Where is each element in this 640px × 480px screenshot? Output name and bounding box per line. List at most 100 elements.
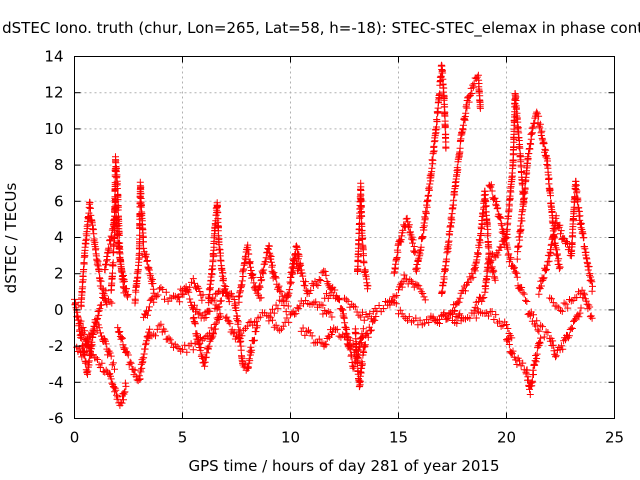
data-point bbox=[396, 237, 404, 245]
data-point bbox=[368, 326, 375, 334]
data-point bbox=[99, 368, 107, 375]
data-point bbox=[443, 255, 451, 263]
data-point bbox=[447, 223, 455, 231]
data-point bbox=[183, 348, 191, 356]
data-point bbox=[335, 332, 343, 340]
data-point bbox=[115, 231, 123, 239]
data-point bbox=[247, 263, 254, 271]
y-tick-label: 2 bbox=[54, 265, 64, 283]
x-tick-label: 10 bbox=[281, 429, 300, 447]
data-point bbox=[492, 311, 500, 319]
data-point bbox=[168, 339, 176, 347]
data-point bbox=[508, 172, 516, 180]
data-point bbox=[568, 250, 576, 257]
data-point bbox=[571, 316, 578, 324]
data-point bbox=[398, 232, 406, 240]
data-point bbox=[416, 316, 424, 324]
data-point bbox=[541, 145, 549, 153]
data-point bbox=[336, 296, 343, 304]
data-point bbox=[295, 252, 303, 260]
data-point bbox=[238, 277, 246, 285]
x-tick-label: 20 bbox=[497, 429, 516, 447]
data-point bbox=[190, 279, 198, 287]
data-point bbox=[475, 244, 483, 252]
data-point bbox=[360, 316, 368, 324]
data-point bbox=[270, 309, 278, 317]
data-point bbox=[536, 120, 544, 128]
data-point bbox=[463, 104, 471, 112]
data-point bbox=[568, 325, 576, 332]
data-point bbox=[368, 315, 375, 323]
data-point bbox=[419, 233, 427, 241]
data-point bbox=[193, 305, 201, 313]
data-point bbox=[493, 198, 501, 205]
data-point bbox=[173, 343, 181, 351]
y-tick-label: 12 bbox=[44, 84, 63, 102]
data-point bbox=[100, 290, 108, 298]
data-point bbox=[556, 221, 564, 229]
data-point bbox=[265, 317, 273, 325]
data-point bbox=[234, 334, 242, 341]
data-point bbox=[207, 276, 215, 284]
data-point bbox=[576, 309, 584, 317]
data-point bbox=[98, 284, 106, 292]
data-point bbox=[533, 350, 541, 358]
data-point bbox=[410, 247, 418, 255]
data-point bbox=[539, 275, 547, 283]
data-point bbox=[221, 286, 229, 294]
data-point bbox=[518, 284, 526, 291]
data-point bbox=[530, 311, 537, 319]
data-point bbox=[335, 295, 342, 303]
data-point bbox=[98, 301, 105, 309]
data-point bbox=[322, 271, 330, 279]
data-point bbox=[191, 301, 198, 309]
data-point bbox=[256, 313, 264, 321]
data-point bbox=[119, 276, 127, 284]
data-point bbox=[483, 272, 491, 280]
data-point bbox=[508, 334, 516, 342]
data-point bbox=[118, 334, 126, 342]
data-point bbox=[396, 306, 404, 314]
data-point bbox=[485, 312, 492, 320]
data-point bbox=[257, 294, 265, 302]
data-point bbox=[287, 278, 295, 286]
data-point bbox=[219, 269, 227, 277]
data-point bbox=[392, 300, 400, 308]
data-point bbox=[456, 310, 464, 318]
data-point bbox=[580, 234, 588, 242]
data-point bbox=[193, 332, 201, 340]
data-point bbox=[209, 265, 217, 273]
data-point bbox=[445, 237, 453, 245]
data-point bbox=[451, 191, 459, 199]
data-point bbox=[217, 249, 224, 257]
data-point bbox=[326, 309, 334, 317]
data-point bbox=[111, 388, 119, 396]
data-point bbox=[557, 306, 564, 314]
axis-ticks: 0 5 10 15 20 25 -6 -4 -2 0 2 4 6 8 10 12 14 bbox=[44, 48, 624, 447]
data-point bbox=[301, 331, 309, 339]
data-point bbox=[331, 286, 339, 294]
data-point bbox=[510, 264, 518, 272]
y-tick-label: -2 bbox=[49, 337, 64, 355]
data-point bbox=[215, 235, 223, 243]
data-point bbox=[138, 364, 146, 372]
x-tick-label: 15 bbox=[389, 429, 408, 447]
data-point bbox=[98, 359, 106, 367]
data-point bbox=[270, 269, 278, 277]
data-point bbox=[399, 226, 407, 234]
data-point bbox=[116, 245, 124, 253]
data-point bbox=[103, 256, 111, 264]
data-point bbox=[85, 357, 93, 365]
data-point bbox=[359, 325, 367, 333]
data-point bbox=[506, 255, 514, 263]
data-point bbox=[556, 263, 564, 271]
data-point bbox=[323, 309, 330, 317]
data-point bbox=[298, 269, 306, 277]
data-point bbox=[550, 230, 558, 238]
data-point bbox=[137, 202, 145, 209]
data-point bbox=[173, 294, 181, 302]
data-point bbox=[505, 250, 513, 258]
data-point bbox=[538, 127, 546, 135]
data-point bbox=[199, 291, 207, 299]
data-point bbox=[419, 290, 427, 297]
